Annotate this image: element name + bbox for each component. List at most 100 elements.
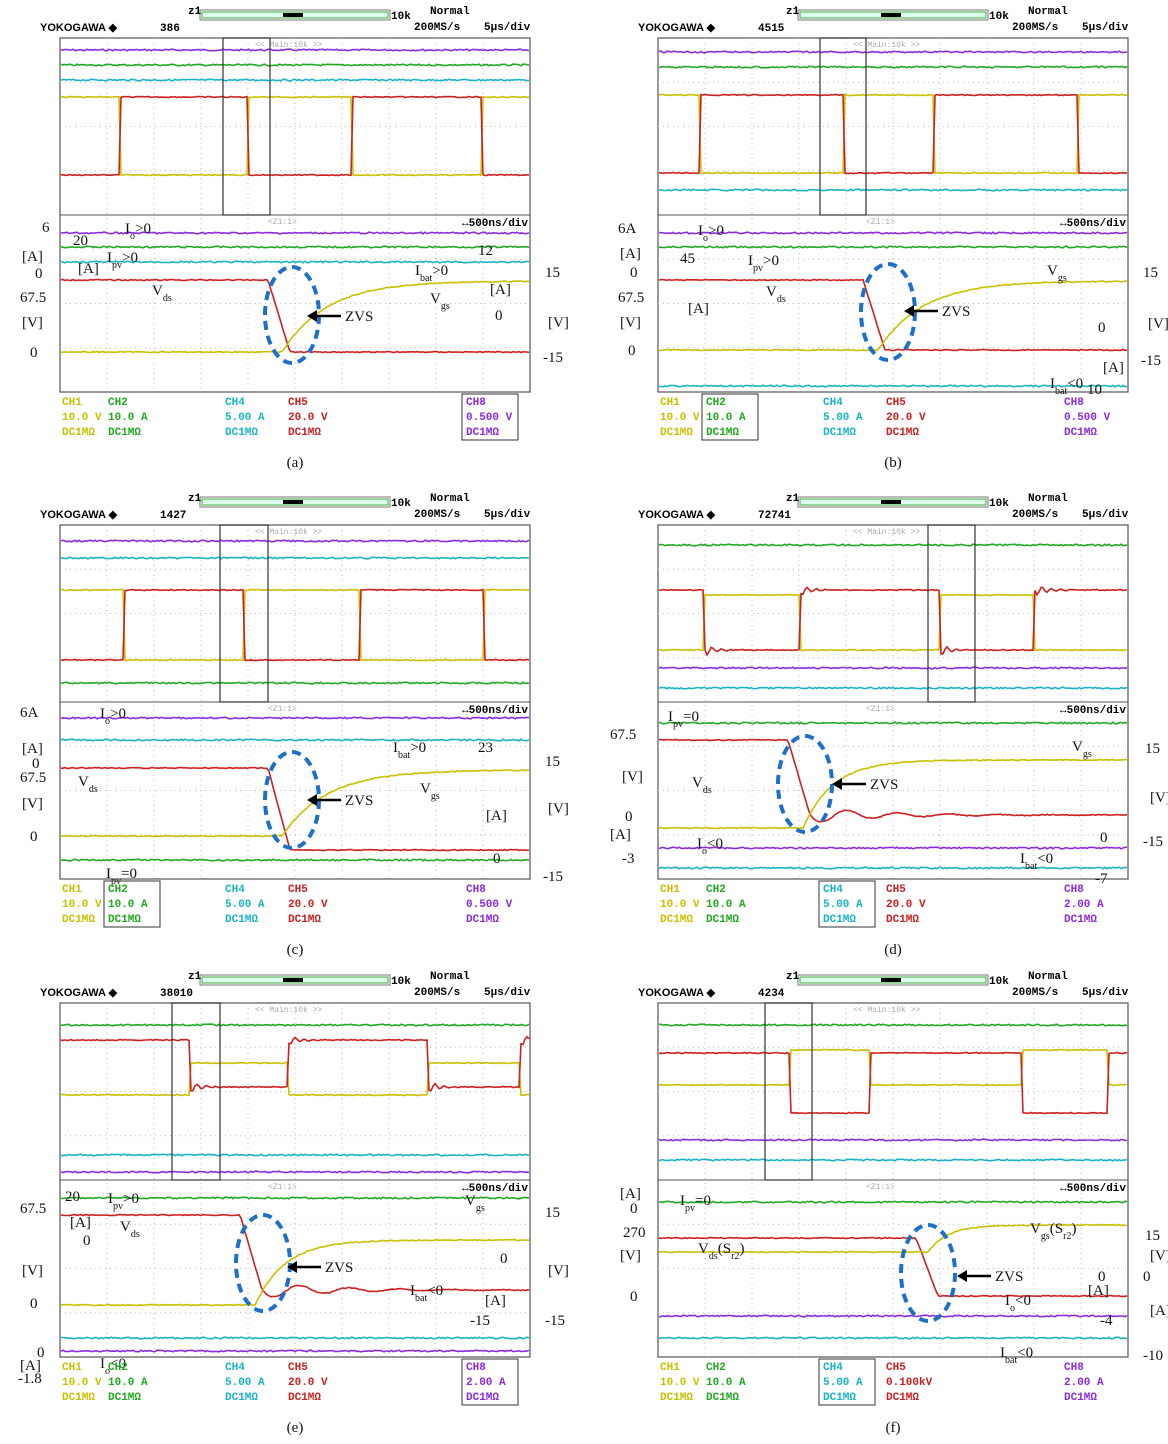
- brand: YOKOGAWA ◆: [638, 22, 716, 34]
- channel-scale: 10.0 A: [108, 899, 148, 911]
- annotation: ZVS: [345, 793, 373, 809]
- annotation: 0: [630, 1289, 638, 1305]
- channel-name: CH2: [108, 884, 128, 896]
- channel-name: CH1: [660, 884, 680, 896]
- zoom-ratio: 10k: [391, 498, 411, 510]
- zoom-ratio: 10k: [989, 976, 1009, 988]
- zoom-timebase: ↔500ns/div: [1060, 1183, 1126, 1195]
- channel-scale: 5.00 A: [225, 412, 265, 424]
- acq-mode: Normal: [1028, 493, 1068, 505]
- zoom-ratio: 10k: [391, 976, 411, 988]
- annotation: ZVS: [995, 1269, 1023, 1285]
- subscript: pv: [673, 719, 683, 730]
- channel-scale: 0.500 V: [466, 412, 513, 424]
- timebase: 5µs/div: [484, 22, 531, 34]
- annotation: 6: [42, 220, 50, 236]
- annotation-part: V: [78, 774, 89, 790]
- annotation-part: V: [430, 291, 441, 307]
- annotation: -10: [1143, 1348, 1163, 1364]
- zoom-timebase: ↔500ns/div: [462, 705, 528, 717]
- main-label: << Main:10k >>: [853, 528, 920, 537]
- annotation: 15: [545, 1205, 560, 1221]
- annotation-part: (S: [718, 1241, 731, 1257]
- zoom-tag: z1: [188, 971, 202, 983]
- channel-scale: 10.0 A: [108, 1377, 148, 1389]
- annotation-part: V: [1047, 263, 1058, 279]
- channel-name: CH4: [225, 884, 245, 896]
- channel-coupling: DC1MΩ: [886, 914, 919, 926]
- channel-name: CH4: [823, 1362, 843, 1374]
- channel-coupling: DC1MΩ: [706, 1392, 739, 1404]
- caption: (f): [886, 1420, 901, 1436]
- channel-scale: 20.0 V: [886, 412, 926, 424]
- annotation-part: <0: [427, 1283, 443, 1299]
- annotation: [A]: [490, 282, 511, 298]
- channel-scale: 20.0 V: [288, 1377, 328, 1389]
- channel-scale: 5.00 A: [823, 412, 863, 424]
- annotation: [A]: [486, 808, 507, 824]
- channel-scale: 10.0 V: [62, 1377, 102, 1389]
- channel-name: CH8: [1064, 397, 1084, 409]
- channel-name: CH4: [225, 1362, 245, 1374]
- annotation-part: V: [766, 284, 777, 300]
- channel-coupling: DC1MΩ: [886, 427, 919, 439]
- channel-scale: 10.0 A: [706, 899, 746, 911]
- annotation-part: <0: [707, 836, 723, 852]
- brand: YOKOGAWA ◆: [638, 509, 716, 521]
- channel-coupling: DC1MΩ: [108, 914, 141, 926]
- channel-coupling: DC1MΩ: [1064, 1392, 1097, 1404]
- annotation-part: V: [152, 283, 163, 299]
- annotation-part: <0: [1037, 851, 1053, 867]
- annotation-part: =0: [695, 1193, 711, 1209]
- annotation: ZVS: [870, 777, 898, 793]
- annotation: [A]: [1150, 1303, 1168, 1319]
- brand: YOKOGAWA ◆: [40, 509, 118, 521]
- annotation: [V]: [622, 769, 643, 785]
- annotation-part: V: [465, 1193, 476, 1209]
- annotation-part: >0: [410, 740, 426, 756]
- annotation-part: V: [120, 1219, 131, 1235]
- zoom-timebase: ↔500ns/div: [462, 218, 528, 230]
- channel-coupling: DC1MΩ: [466, 914, 499, 926]
- channel-name: CH4: [823, 397, 843, 409]
- channel-coupling: DC1MΩ: [706, 914, 739, 926]
- annotation: 0: [630, 265, 638, 281]
- annotation: [V]: [22, 315, 43, 331]
- annotation: [A]: [620, 246, 641, 262]
- subscript: ds: [131, 1229, 140, 1240]
- annotation: 67.5: [20, 1201, 46, 1217]
- sample-rate: 200MS/s: [414, 509, 460, 521]
- sample-rate: 200MS/s: [1012, 509, 1058, 521]
- channel-scale: 10.0 A: [108, 412, 148, 424]
- channel-name: CH2: [706, 397, 726, 409]
- annotation-part: >0: [122, 250, 138, 266]
- annotation: 20: [65, 1189, 80, 1205]
- timebase: 5µs/div: [1082, 509, 1129, 521]
- caption: (b): [884, 455, 902, 471]
- record-counter: 1427: [160, 510, 186, 522]
- annotation: 10: [1087, 382, 1102, 398]
- zoom-tag: z1: [786, 493, 800, 505]
- timebase: 5µs/div: [1082, 22, 1129, 34]
- zoom-tag: z1: [786, 6, 800, 18]
- annotation: 0: [495, 308, 503, 324]
- annotation: 0: [625, 809, 633, 825]
- annotation-part: V: [1072, 739, 1083, 755]
- channel-coupling: DC1MΩ: [466, 427, 499, 439]
- zoom-ratio: 10k: [989, 11, 1009, 23]
- subscript: bat: [1055, 386, 1067, 397]
- main-label: << Main:10k >>: [853, 41, 920, 50]
- annotation-part: >0: [135, 221, 151, 237]
- zoom-label: <Z1:1>: [866, 218, 895, 227]
- scope-panel: YOKOGAWA ◆38010z110kNormal200MS/s5µs/div…: [18, 971, 569, 1436]
- annotation: 67.5: [20, 770, 46, 786]
- scope-panel: YOKOGAWA ◆386z110kNormal200MS/s5µs/div<<…: [20, 6, 569, 471]
- annotation: [A]: [22, 249, 43, 265]
- channel-scale: 10.0 V: [660, 412, 700, 424]
- annotation-part: >0: [123, 1191, 139, 1207]
- zoom-label: <Z1:1>: [866, 705, 895, 714]
- channel-scale: 2.00 A: [1064, 899, 1104, 911]
- zoom-tag: z1: [786, 971, 800, 983]
- channel-coupling: DC1MΩ: [288, 427, 321, 439]
- channel-coupling: DC1MΩ: [660, 1392, 693, 1404]
